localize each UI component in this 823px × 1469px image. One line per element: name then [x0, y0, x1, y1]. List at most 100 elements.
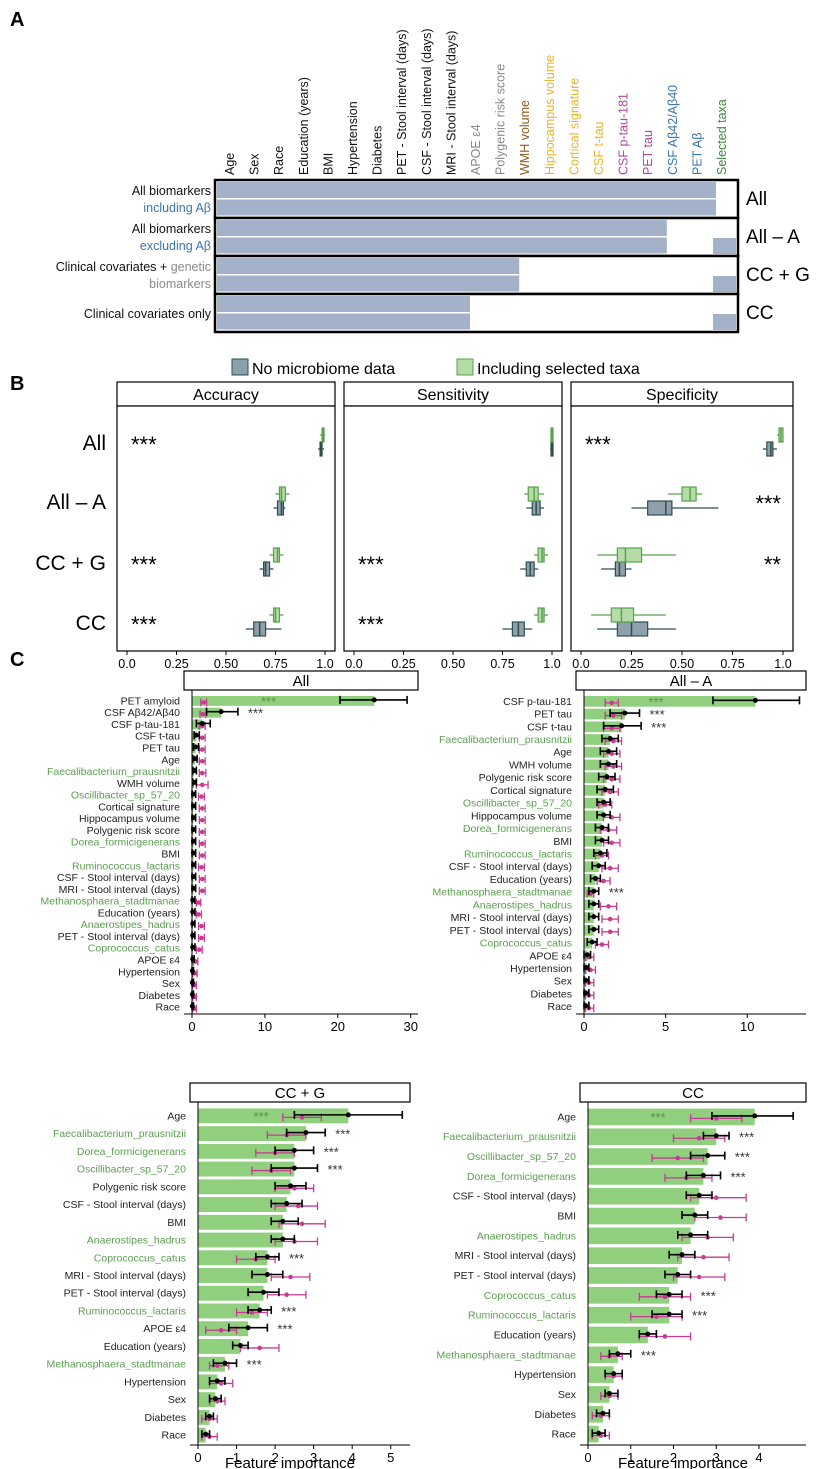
permutation-point — [599, 942, 605, 947]
importance-bar — [198, 1161, 295, 1177]
feature-label: Diabetes — [531, 988, 572, 1000]
importance-bar — [198, 1356, 225, 1372]
importance-bar — [588, 1207, 695, 1225]
importance-point — [752, 1113, 758, 1119]
permutation-point — [607, 789, 613, 795]
permutation-point — [609, 726, 615, 731]
significance-marker: *** — [735, 1150, 750, 1165]
importance-point — [257, 1307, 263, 1313]
significance-marker: *** — [358, 612, 384, 637]
importance-point — [193, 732, 199, 738]
importance-bar — [198, 1179, 291, 1195]
importance-point — [345, 1112, 351, 1118]
importance-point — [713, 1133, 719, 1139]
importance-point — [591, 926, 597, 932]
feature-column-label: PET tau — [641, 130, 655, 175]
feature-label: Methanosphaera_stadtmanae — [46, 1359, 186, 1371]
no-microbiome-box — [614, 561, 627, 577]
x-tick-label: 5 — [662, 1019, 669, 1034]
importance-point — [583, 964, 589, 970]
feature-label: Cortical signature — [490, 785, 572, 797]
permutation-point — [609, 776, 615, 782]
importance-point — [584, 952, 590, 958]
permutation-point — [299, 1221, 305, 1227]
feature-label: WMH volume — [117, 778, 180, 790]
model-group-name: CC — [746, 303, 773, 324]
feature-label: Cortical signature — [98, 801, 180, 813]
x-tick-label: 0.75 — [490, 657, 514, 671]
permutation-point — [200, 711, 206, 717]
facet-plot-area — [343, 405, 563, 652]
importance-point — [615, 1351, 621, 1357]
model-group-description: Clinical covariates + genetic — [56, 260, 211, 274]
permutation-point — [611, 764, 616, 769]
feature-label: Polygenic risk score — [93, 1181, 187, 1193]
importance-point — [700, 1172, 706, 1178]
permutation-point — [609, 840, 615, 846]
feature-label: APOE ε4 — [143, 1323, 186, 1335]
feature-label: PET amyloid — [121, 695, 180, 707]
importance-point — [190, 956, 196, 962]
feature-label: CSF - Stool interval (days) — [63, 1199, 186, 1211]
permutation-point — [662, 1294, 668, 1300]
importance-point — [605, 748, 611, 754]
no-microbiome-box — [647, 500, 673, 516]
model-group-name: All – A — [746, 227, 800, 248]
x-tick-label: 4 — [755, 1450, 762, 1465]
importance-bar — [588, 1346, 618, 1364]
feature-label: MRI - Stool interval (days) — [59, 884, 180, 896]
feature-label: MRI - Stool interval (days) — [451, 912, 572, 924]
importance-bar — [588, 1187, 700, 1205]
feature-coverage-bar — [217, 237, 667, 254]
x-tick-label: 5 — [387, 1450, 394, 1465]
importance-point — [218, 709, 224, 715]
importance-bar — [198, 1285, 264, 1301]
significance-marker: *** — [648, 694, 663, 709]
panel-label-c: C — [10, 649, 24, 671]
importance-bar — [198, 1197, 287, 1213]
permutation-point — [292, 1186, 297, 1191]
feature-column-label: MRI - Stool interval (days) — [444, 31, 458, 175]
importance-bar — [584, 734, 611, 745]
feature-coverage-bar — [217, 182, 716, 198]
importance-point — [191, 768, 197, 774]
importance-point — [284, 1201, 290, 1207]
importance-bar — [198, 1303, 260, 1319]
importance-bar — [588, 1168, 704, 1185]
feature-label: MRI - Stool interval (days) — [65, 1270, 186, 1282]
feature-column-label: BMI — [321, 153, 335, 175]
x-tick-label: 0.0 — [345, 657, 362, 671]
permutation-point — [696, 1135, 702, 1141]
selected-taxa-bar — [713, 276, 736, 292]
feature-label: Faecalibacterium_prausnitzii — [439, 734, 572, 746]
feature-column-label: Selected taxa — [715, 99, 729, 175]
permutation-point — [196, 947, 202, 953]
importance-bar — [584, 746, 609, 758]
feature-label: Methanosphaera_stadtmanae — [436, 1349, 576, 1361]
feature-column-label: Age — [223, 153, 237, 175]
facet-plot-area — [570, 405, 794, 652]
with-taxa-box — [616, 547, 643, 563]
importance-point — [214, 1378, 220, 1384]
significance-marker: *** — [585, 432, 611, 457]
significance-marker: *** — [247, 1357, 262, 1372]
x-tick-label: 0.50 — [670, 657, 694, 671]
importance-point — [245, 1325, 251, 1331]
x-tick-label: 10 — [740, 1019, 754, 1034]
permutation-point — [199, 747, 205, 752]
feature-label: Oscillibacter_sp_57_20 — [77, 1164, 186, 1176]
facet-header — [575, 670, 807, 691]
feature-label: Anaerostipes_hadrus — [81, 919, 180, 931]
feature-label: PET tau — [534, 709, 572, 721]
model-group-description: including Aβ — [143, 201, 211, 215]
model-group-description: biomarkers — [149, 277, 211, 291]
facet-plot-area — [116, 405, 336, 652]
feature-coverage-bar — [217, 258, 520, 274]
feature-label: CSF - Stool interval (days) — [453, 1191, 576, 1203]
importance-point — [237, 1342, 243, 1348]
feature-label: Faecalibacterium_prausnitzii — [47, 766, 180, 778]
feature-column-label: Education (years) — [297, 77, 311, 175]
importance-point — [199, 720, 205, 726]
importance-point — [688, 1232, 694, 1238]
facet-title: All – A — [670, 673, 713, 690]
